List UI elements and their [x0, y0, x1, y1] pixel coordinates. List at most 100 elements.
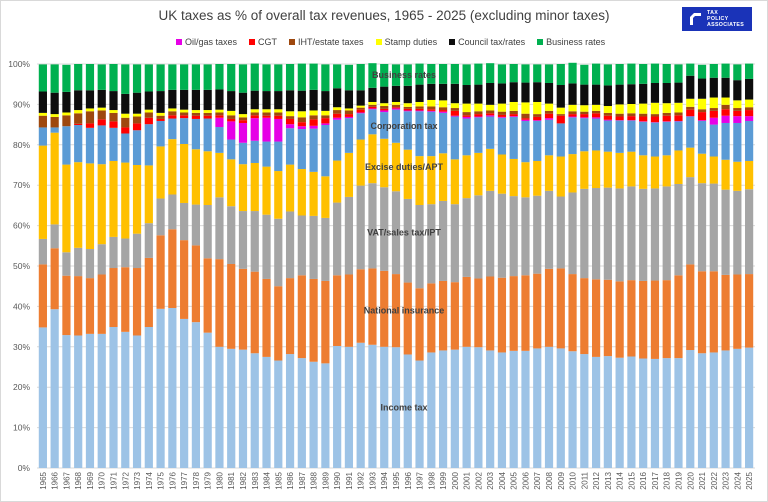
bar-segment-income-tax — [333, 345, 342, 468]
bar-segment-excise-duties-apt — [662, 155, 671, 187]
bar-segment-excise-duties-apt — [238, 164, 248, 212]
bar-segment-stamp-duties — [544, 103, 554, 111]
bar-segment-iht-estate-taxes — [450, 108, 459, 111]
bar-segment-excise-duties-apt — [603, 151, 612, 188]
bar-segment-vat-sales-tax-ipt — [486, 190, 495, 277]
bar-segment-corporation-tax — [344, 118, 354, 153]
bar-segment-national-insurance — [309, 278, 318, 362]
bar-segment-corporation-tax — [191, 118, 201, 150]
bar-segment-vat-sales-tax-ipt — [215, 197, 224, 260]
bar-segment-income-tax — [144, 327, 153, 468]
bar-segment-business-rates — [297, 63, 306, 91]
x-tick-label: 1983 — [251, 471, 260, 489]
bar-segment-cgt — [227, 118, 236, 122]
bar-segment-cgt — [74, 123, 83, 126]
bar-segment-iht-estate-taxes — [674, 112, 683, 116]
bar-segment-oil-gas-taxes — [450, 115, 459, 117]
bar-segment-excise-duties-apt — [674, 150, 683, 184]
bar-segment-excise-duties-apt — [533, 160, 542, 196]
bar-segment-business-rates — [415, 63, 424, 85]
bar-segment-corporation-tax — [591, 118, 601, 151]
bar-segment-oil-gas-taxes — [733, 116, 742, 123]
bar-segment-vat-sales-tax-ipt — [38, 238, 47, 265]
bar-segment-stamp-duties — [556, 107, 565, 115]
bar-segment-stamp-duties — [156, 112, 165, 116]
x-tick-label: 2008 — [545, 471, 554, 489]
bar-segment-stamp-duties — [368, 101, 377, 105]
bar-segment-corporation-tax — [109, 127, 118, 161]
bar-segment-council-tax-rates — [603, 85, 612, 107]
bar-segment-vat-sales-tax-ipt — [568, 192, 577, 275]
bar-segment-national-insurance — [85, 278, 95, 334]
bar-segment-national-insurance — [215, 259, 224, 347]
bar-segment-stamp-duties — [109, 110, 118, 113]
bar-segment-oil-gas-taxes — [380, 110, 389, 113]
bar-segment-stamp-duties — [533, 101, 542, 115]
bar-segment-corporation-tax — [533, 120, 542, 161]
series-label: Excise duties/APT — [365, 162, 444, 172]
bar-segment-excise-duties-apt — [144, 165, 153, 224]
bar-segment-national-insurance — [380, 270, 389, 347]
bar-segment-stamp-duties — [85, 108, 95, 112]
bar-segment-income-tax — [215, 346, 224, 468]
bar-segment-vat-sales-tax-ipt — [721, 189, 730, 275]
bar-segment-cgt — [215, 115, 224, 118]
bar-segment-business-rates — [686, 63, 695, 76]
bar-segment-vat-sales-tax-ipt — [438, 200, 448, 281]
bar-segment-national-insurance — [62, 275, 71, 336]
bar-segment-income-tax — [438, 350, 448, 468]
bar-segment-excise-duties-apt — [380, 138, 389, 188]
bar-segment-corporation-tax — [380, 112, 389, 139]
bar-segment-council-tax-rates — [568, 83, 577, 105]
bar-segment-cgt — [580, 114, 589, 118]
bar-segment-vat-sales-tax-ipt — [238, 211, 248, 269]
legend-label: Oil/gas taxes — [185, 37, 238, 47]
bar-segment-stamp-duties — [74, 110, 83, 114]
bar-segment-council-tax-rates — [662, 82, 671, 104]
logo-text-1: TAX — [707, 10, 719, 16]
bar-segment-oil-gas-taxes — [344, 116, 354, 119]
bar-segment-council-tax-rates — [333, 88, 342, 108]
bar-segment-vat-sales-tax-ipt — [615, 188, 624, 282]
bar-segment-vat-sales-tax-ipt — [156, 198, 165, 236]
bar-segment-income-tax — [591, 356, 601, 468]
bar-segment-iht-estate-taxes — [368, 104, 377, 107]
bar-segment-corporation-tax — [285, 128, 295, 165]
bar-segment-corporation-tax — [215, 127, 224, 153]
bar-segment-cgt — [627, 116, 636, 121]
bar-segment-business-rates — [450, 64, 459, 84]
bar-segment-business-rates — [62, 64, 71, 92]
bar-segment-iht-estate-taxes — [403, 106, 412, 109]
x-tick-label: 1999 — [439, 471, 448, 489]
bar-segment-income-tax — [603, 356, 612, 468]
bar-segment-oil-gas-taxes — [262, 117, 271, 142]
bar-segment-national-insurance — [650, 280, 660, 359]
x-tick-label: 1987 — [298, 471, 307, 489]
bar-segment-business-rates — [38, 64, 47, 92]
bar-segment-vat-sales-tax-ipt — [368, 183, 377, 269]
bar-segment-excise-duties-apt — [450, 159, 459, 205]
bar-segment-corporation-tax — [639, 121, 648, 156]
x-tick-label: 1975 — [157, 471, 166, 489]
bar-segment-oil-gas-taxes — [227, 121, 236, 140]
bar-segment-corporation-tax — [391, 109, 401, 143]
bar-segment-business-rates — [556, 64, 565, 86]
bar-segment-cgt — [650, 116, 660, 123]
bar-segment-cgt — [462, 115, 471, 117]
bar-segment-income-tax — [650, 358, 660, 468]
bar-segment-cgt — [568, 114, 577, 117]
bar-segment-council-tax-rates — [203, 89, 212, 111]
bar-segment-oil-gas-taxes — [591, 117, 601, 119]
x-tick-label: 2011 — [580, 471, 589, 489]
bar-segment-national-insurance — [250, 271, 259, 354]
bar-segment-vat-sales-tax-ipt — [650, 188, 660, 281]
x-tick-label: 2003 — [486, 471, 495, 489]
bar-segment-national-insurance — [144, 257, 153, 328]
bar-segment-council-tax-rates — [368, 87, 377, 102]
bar-segment-business-rates — [474, 63, 483, 85]
bar-segment-stamp-duties — [297, 111, 306, 118]
bar-segment-excise-duties-apt — [650, 156, 660, 189]
bar-segment-council-tax-rates — [627, 84, 636, 104]
bar-segment-excise-duties-apt — [62, 164, 71, 253]
bar-segment-vat-sales-tax-ipt — [674, 183, 683, 276]
